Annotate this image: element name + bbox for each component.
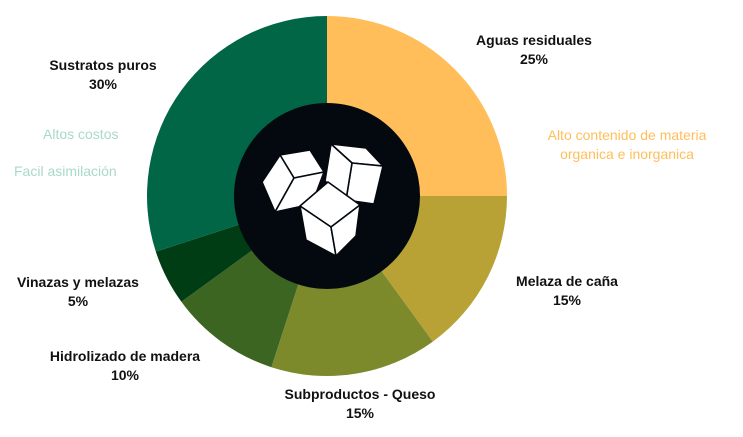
label-hidrolizado-de-madera: Hidrolizado de madera 10% xyxy=(49,348,201,383)
annotation-alto-contenido: Alto contenido de materia organica e ino… xyxy=(547,127,707,162)
label-vinazas-y-melazas: Vinazas y melazas 5% xyxy=(17,274,139,309)
label-melaza-de-cana: Melaza de caña 15% xyxy=(516,273,618,308)
label-aguas-residuales: Aguas residuales 25% xyxy=(476,32,592,67)
annotation-facil-asimilacion: Facil asimilación xyxy=(14,163,117,179)
sugar-cubes-icon xyxy=(261,143,384,257)
label-sustratos-puros: Sustratos puros 30% xyxy=(49,57,157,92)
pie-slice-subproductos-queso xyxy=(271,196,433,376)
annotation-altos-costos: Altos costos xyxy=(43,126,119,142)
label-subproductos-queso: Subproductos - Queso 15% xyxy=(284,386,436,421)
